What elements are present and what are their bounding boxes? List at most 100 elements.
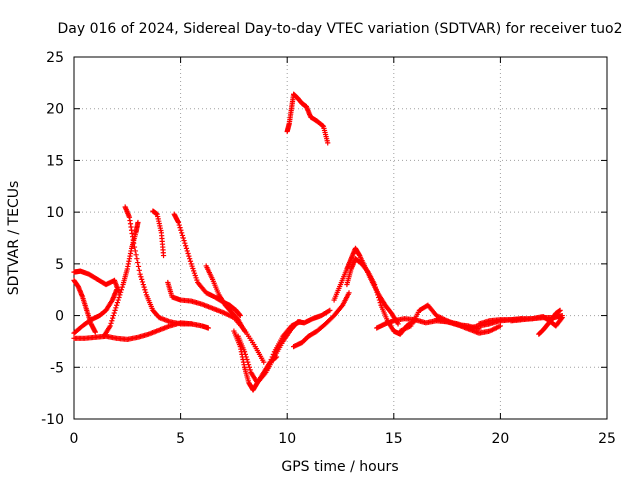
data-point — [372, 284, 379, 290]
data-series-arc-12 — [235, 319, 303, 386]
data-point — [497, 323, 503, 329]
plot-frame — [73, 56, 608, 420]
data-point — [160, 252, 167, 259]
data-point — [176, 222, 182, 228]
x-tick-label: 25 — [598, 431, 616, 447]
y-axis-label: SDTVAR / TECUs — [6, 181, 22, 296]
data-point — [118, 287, 125, 293]
data-point — [245, 362, 252, 368]
data-point — [136, 267, 142, 273]
data-points — [71, 91, 565, 393]
data-point — [182, 240, 188, 246]
data-point — [244, 356, 250, 363]
data-point — [134, 256, 140, 262]
y-tick-label: 15 — [46, 153, 64, 169]
data-point — [247, 367, 253, 373]
data-series-arc-9 — [165, 279, 267, 365]
data-point — [132, 248, 138, 254]
data-point — [133, 252, 139, 258]
data-point — [237, 312, 243, 319]
data-point — [177, 225, 183, 231]
data-point — [115, 297, 121, 303]
data-series-arc-4 — [71, 287, 120, 336]
data-point — [92, 329, 98, 335]
grid-lines — [74, 57, 607, 419]
data-series-arc-14 — [290, 290, 352, 350]
data-point — [559, 315, 565, 321]
x-tick-label: 20 — [491, 431, 509, 447]
data-point — [138, 274, 144, 280]
data-point — [557, 307, 563, 313]
data-point — [187, 258, 194, 264]
data-point — [185, 250, 191, 257]
data-series-arc-5 — [101, 219, 141, 339]
data-point — [179, 232, 186, 239]
data-point — [131, 240, 137, 246]
data-point — [241, 349, 248, 355]
data-point — [243, 354, 249, 360]
data-point — [372, 281, 378, 288]
data-point — [114, 300, 121, 306]
data-point — [111, 310, 117, 316]
data-point — [135, 259, 141, 266]
data-point — [109, 318, 115, 324]
tick-labels: 0 5 10 15 20 25 -10 -5 0 5 10 15 20 25 — [41, 50, 616, 447]
data-point — [178, 227, 184, 233]
data-point — [135, 263, 142, 270]
data-point — [187, 256, 193, 262]
data-point — [261, 359, 267, 365]
data-point — [242, 351, 248, 357]
x-tick-label: 5 — [176, 431, 185, 447]
data-point — [114, 287, 120, 293]
data-point — [135, 219, 141, 226]
y-tick-label: 10 — [46, 205, 64, 221]
data-point — [117, 292, 123, 298]
y-tick-label: -5 — [50, 360, 64, 376]
data-point — [118, 289, 124, 295]
data-series-arc-23 — [536, 307, 563, 337]
data-point — [142, 287, 148, 293]
data-series-arc-15 — [284, 91, 331, 146]
data-point — [175, 219, 182, 226]
data-point — [116, 294, 122, 301]
x-tick-label: 15 — [385, 431, 403, 447]
data-series-arc-2 — [71, 277, 98, 335]
data-point — [558, 316, 565, 322]
data-point — [325, 140, 331, 146]
data-point — [179, 230, 185, 236]
y-tick-label: 5 — [55, 257, 64, 273]
data-point — [373, 287, 379, 293]
data-point — [377, 300, 383, 306]
data-point — [139, 279, 146, 285]
axis-ticks — [73, 56, 608, 420]
x-axis-label: GPS time / hours — [281, 459, 398, 475]
data-point — [205, 325, 211, 331]
chart-title: Day 016 of 2024, Sidereal Day-to-day VTE… — [57, 21, 622, 37]
data-point — [140, 281, 146, 288]
data-point — [137, 271, 143, 277]
data-series-arc-16 — [331, 245, 401, 327]
data-point — [112, 307, 118, 313]
data-point — [186, 253, 192, 259]
y-tick-label: 0 — [55, 309, 64, 325]
data-point — [141, 284, 147, 290]
data-point — [139, 276, 145, 282]
data-point — [119, 284, 125, 290]
data-series-arc-7 — [150, 208, 167, 259]
y-tick-label: 20 — [46, 102, 64, 118]
data-point — [110, 315, 116, 321]
data-point — [131, 244, 138, 250]
data-point — [107, 323, 113, 329]
data-point — [114, 302, 120, 308]
data-point — [113, 305, 119, 311]
data-point — [376, 294, 382, 301]
data-point — [184, 248, 190, 254]
data-point — [246, 364, 252, 370]
data-point — [376, 297, 383, 303]
data-point — [180, 235, 186, 241]
data-point — [183, 243, 189, 249]
data-series-arc-6 — [122, 204, 194, 327]
y-tick-label: 25 — [46, 50, 64, 66]
data-point — [183, 245, 190, 251]
data-point — [241, 328, 248, 334]
